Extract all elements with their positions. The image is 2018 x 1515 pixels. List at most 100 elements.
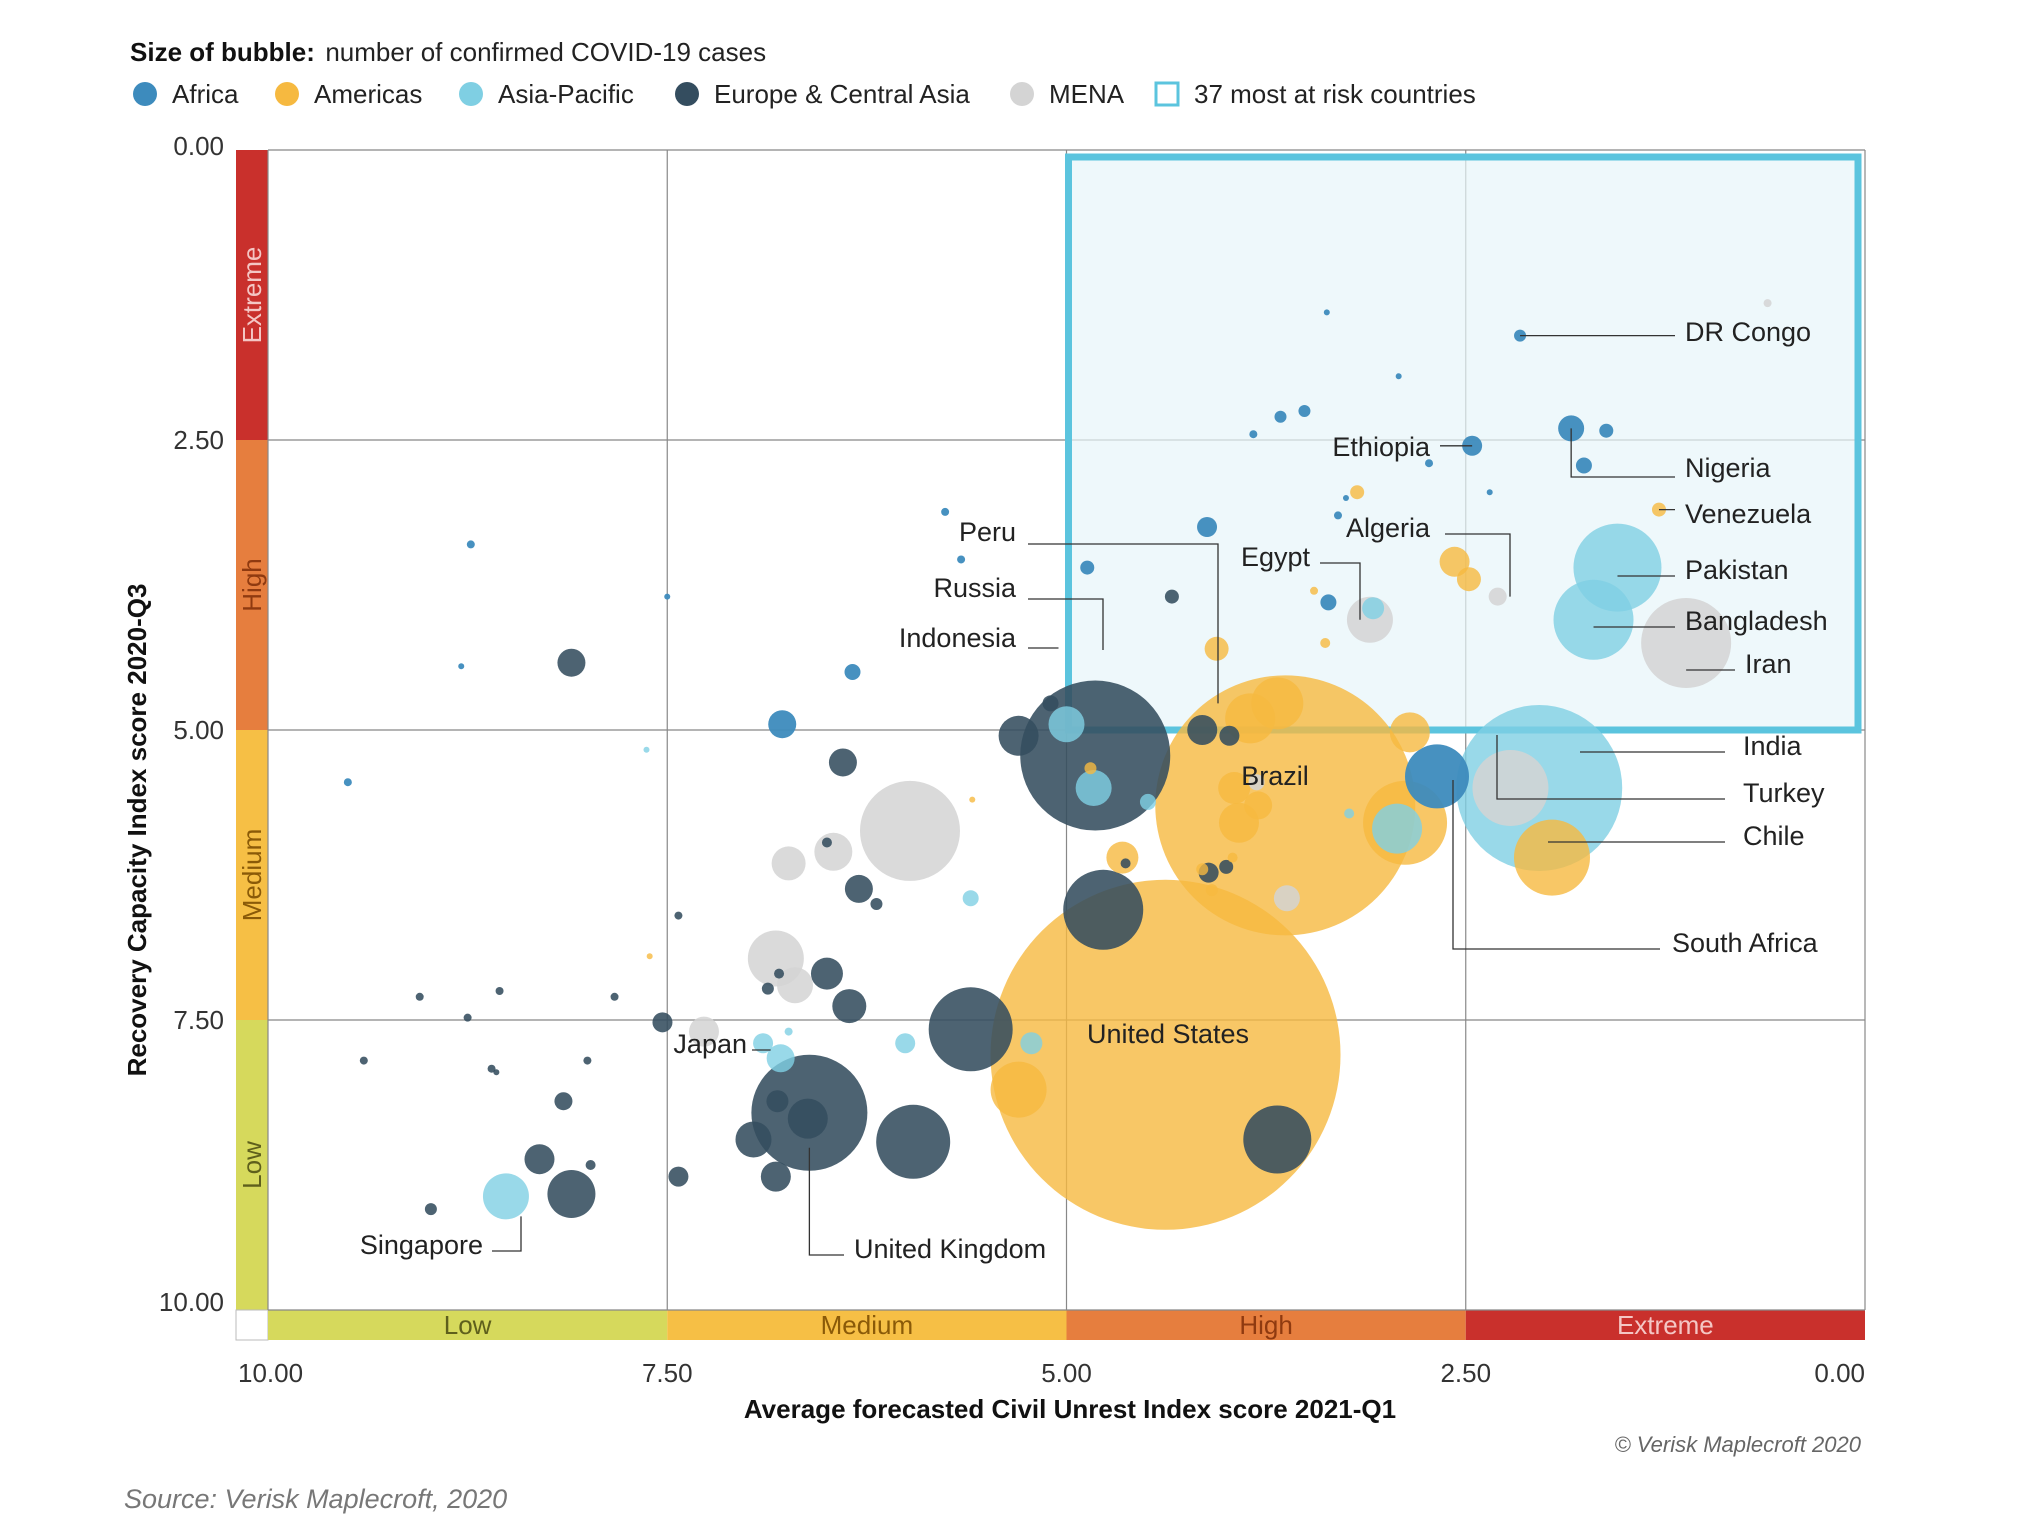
legend-swatch-asia-pacific xyxy=(459,82,483,106)
label-turkey: Turkey xyxy=(1743,778,1825,808)
bubble-africa xyxy=(1249,430,1258,439)
bubble-asia-pacific xyxy=(1020,1032,1043,1055)
leader-turkey xyxy=(1496,735,1725,800)
x-band-extreme xyxy=(1465,1310,1865,1340)
bubble-mena xyxy=(771,846,806,881)
bubble-europe-and-central-asia xyxy=(1219,725,1240,746)
x-band-medium xyxy=(667,1310,1067,1340)
bubble-americas xyxy=(1084,762,1097,775)
label-brazil: Brazil xyxy=(1241,761,1309,791)
bubble-americas xyxy=(969,796,976,803)
bubble-europe-and-central-asia xyxy=(1120,858,1131,869)
bubble-africa xyxy=(1333,511,1342,520)
x-tick-label: 7.50 xyxy=(642,1358,693,1388)
x-tick-label: 10.00 xyxy=(238,1358,303,1388)
legend-swatch-africa xyxy=(133,82,157,106)
bubble-europe-and-central-asia xyxy=(493,1069,500,1076)
leader-singapore xyxy=(492,1216,522,1252)
bubble-americas xyxy=(646,953,653,960)
bubble-iran xyxy=(1641,598,1732,688)
y-tick-label: 7.50 xyxy=(173,1005,224,1035)
legend-label-europe-and-central-asia: Europe & Central Asia xyxy=(714,79,970,109)
bubble-europe-and-central-asia xyxy=(1187,715,1218,745)
bubble-south-africa xyxy=(1405,744,1470,809)
bubble-europe-and-central-asia xyxy=(415,992,424,1001)
bubble-americas xyxy=(1389,712,1430,753)
bubble-europe-and-central-asia xyxy=(735,1121,772,1158)
bubble-europe-and-central-asia xyxy=(1219,859,1234,874)
bubble-asia-pacific xyxy=(1075,770,1112,806)
leader-south-africa xyxy=(1452,780,1660,950)
label-pakistan: Pakistan xyxy=(1685,555,1789,585)
bubble-mena xyxy=(1248,774,1265,791)
legend: Size of bubble: number of confirmed COVI… xyxy=(130,37,1476,109)
bubble-asia-pacific xyxy=(753,1033,774,1054)
bubble-europe-and-central-asia xyxy=(760,1161,791,1192)
x-band-high xyxy=(1066,1310,1466,1340)
y-band-high xyxy=(236,440,268,730)
bubble-europe-and-central-asia xyxy=(1243,1105,1312,1174)
x-band-label-extreme: Extreme xyxy=(1617,1310,1714,1340)
label-united-kingdom: United Kingdom xyxy=(854,1234,1046,1264)
leader-russia xyxy=(1028,598,1104,650)
y-band-label-medium: Medium xyxy=(237,829,267,921)
bubble-americas xyxy=(1320,638,1331,648)
label-iran: Iran xyxy=(1745,649,1792,679)
bubble-europe-and-central-asia xyxy=(674,911,683,920)
bubble-americas xyxy=(1244,791,1273,820)
legend-swatch-37-most-at-risk-countries xyxy=(1154,81,1180,107)
bubble-europe-and-central-asia xyxy=(766,1090,789,1113)
bubble-asia-pacific xyxy=(1139,793,1156,810)
label-egypt: Egypt xyxy=(1241,542,1311,572)
bubble-europe-and-central-asia xyxy=(487,1064,496,1073)
bubble-europe-and-central-asia xyxy=(583,1056,592,1065)
bubble-asia-pacific xyxy=(1362,597,1385,620)
bubble-africa xyxy=(1080,560,1095,575)
x-tick-label: 5.00 xyxy=(1041,1358,1092,1388)
x-band-label-low: Low xyxy=(444,1310,492,1340)
bubble-europe-and-central-asia xyxy=(652,1012,673,1033)
label-indonesia: Indonesia xyxy=(899,623,1017,653)
x-tick-label: 0.00 xyxy=(1814,1358,1865,1388)
bubble-mena xyxy=(1763,299,1772,308)
label-ethiopia: Ethiopia xyxy=(1332,432,1431,462)
bubble-europe-and-central-asia xyxy=(821,837,832,848)
bubble-europe-and-central-asia xyxy=(928,987,1013,1072)
bubble-europe-and-central-asia xyxy=(870,898,883,910)
bubble-europe-and-central-asia xyxy=(424,1203,437,1216)
label-venezuela: Venezuela xyxy=(1685,499,1812,529)
bubble-europe-and-central-asia xyxy=(810,957,843,990)
bubble-asia-pacific xyxy=(1372,803,1423,854)
bubble-europe-and-central-asia xyxy=(495,987,504,995)
label-india: India xyxy=(1743,731,1803,761)
legend-swatch-americas xyxy=(275,82,299,106)
y-band-label-extreme: Extreme xyxy=(237,247,267,344)
bubble-americas xyxy=(1205,884,1218,897)
bubble-americas xyxy=(1439,546,1470,577)
bubble-europe-and-central-asia xyxy=(998,715,1039,756)
bubble-africa xyxy=(1274,410,1287,423)
bubble-singapore xyxy=(482,1173,529,1220)
bubble-turkey xyxy=(1472,750,1549,826)
bubble-africa xyxy=(1395,373,1402,380)
band-corner xyxy=(235,1309,269,1341)
bubble-europe-and-central-asia xyxy=(1164,589,1179,604)
y-band-medium xyxy=(236,730,268,1020)
bubble-europe-and-central-asia xyxy=(844,874,873,903)
label-singapore: Singapore xyxy=(360,1230,483,1260)
bubble-americas xyxy=(1456,567,1481,592)
bubble-africa xyxy=(1197,517,1218,537)
y-band-low xyxy=(236,1020,268,1310)
y-tick-label: 10.00 xyxy=(159,1287,224,1317)
label-chile: Chile xyxy=(1743,821,1805,851)
bubble-americas xyxy=(1204,636,1229,661)
bubble-europe-and-central-asia xyxy=(359,1056,368,1065)
bubble-africa xyxy=(1599,423,1614,438)
bubble-asia-pacific xyxy=(895,1033,916,1054)
legend-label-37-most-at-risk-countries: 37 most at risk countries xyxy=(1194,79,1476,109)
bubble-mena xyxy=(688,1016,719,1047)
bubble-asia-pacific xyxy=(784,1027,793,1036)
x-band-low xyxy=(268,1310,668,1340)
bubble-africa xyxy=(458,663,465,670)
